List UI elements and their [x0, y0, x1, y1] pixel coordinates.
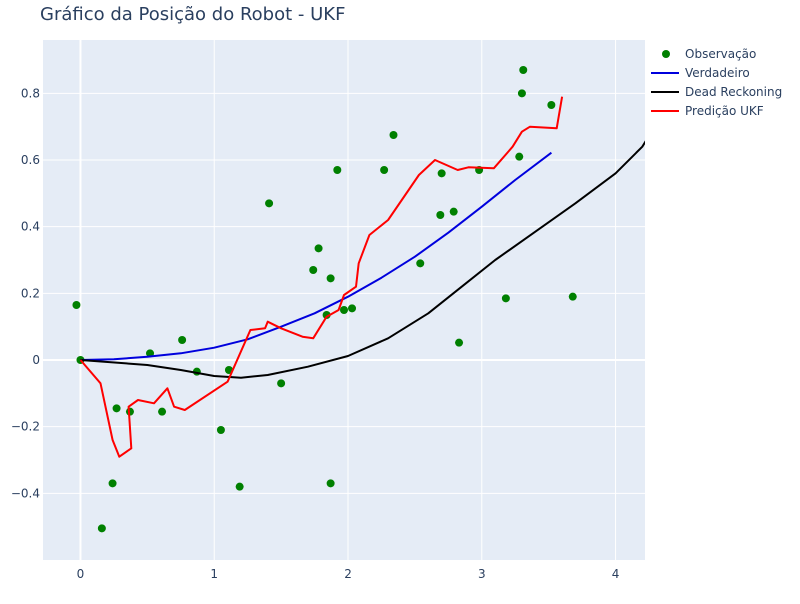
- observation-point: [416, 259, 425, 268]
- observation-point: [380, 166, 389, 174]
- x-tick-label: 0: [77, 567, 85, 581]
- observation-point: [158, 407, 167, 416]
- observation-point: [108, 479, 117, 488]
- observation-point: [517, 89, 526, 98]
- y-tick-label: −0.4: [11, 486, 40, 500]
- series-line-predi-o-ukf: [79, 96, 564, 458]
- x-tick-label: 1: [210, 567, 218, 581]
- y-tick-label: 0.8: [21, 86, 40, 100]
- observation-point: [277, 379, 286, 388]
- series-group: [72, 66, 645, 533]
- observation-point: [322, 311, 331, 319]
- observation-point: [547, 101, 556, 109]
- y-tick-label: 0.6: [21, 153, 40, 167]
- legend-label: Verdadeiro: [685, 66, 750, 80]
- legend-item-observa-o[interactable]: Observação: [662, 47, 756, 61]
- observation-point: [501, 294, 510, 303]
- observation-point: [326, 479, 335, 488]
- y-tick-label: 0.4: [21, 220, 40, 234]
- x-tick-label: 2: [344, 567, 352, 581]
- observation-point: [515, 152, 524, 161]
- y-tick-label: −0.2: [11, 420, 40, 434]
- observation-point: [437, 169, 446, 178]
- observation-point: [436, 211, 445, 219]
- plot-background: [43, 40, 645, 560]
- observation-point: [326, 274, 335, 283]
- observation-point: [178, 336, 187, 344]
- chart-title: Gráfico da Posição do Robot - UKF: [40, 4, 345, 25]
- observation-point: [568, 292, 577, 301]
- legend-label: Dead Reckoning: [685, 85, 782, 99]
- observation-point: [455, 338, 464, 347]
- observation-point: [265, 199, 274, 208]
- legend-marker: [662, 50, 670, 58]
- legend-item-dead-reckoning[interactable]: Dead Reckoning: [651, 85, 782, 99]
- legend-label: Predição UKF: [685, 104, 764, 118]
- x-tick-label: 4: [612, 567, 620, 581]
- observation-point: [216, 426, 225, 434]
- observation-point: [449, 207, 458, 216]
- series-line-verdadeiro: [80, 151, 553, 361]
- observation-point: [314, 244, 323, 253]
- observation-point: [97, 524, 106, 533]
- observation-point: [112, 404, 121, 413]
- observation-point: [235, 482, 244, 491]
- observation-point: [333, 166, 342, 174]
- legend[interactable]: Observação Verdadeiro Dead Reckoning Prediç…: [651, 47, 782, 118]
- observation-point: [348, 304, 357, 313]
- y-tick-label: 0: [32, 353, 40, 367]
- observation-point: [309, 266, 318, 274]
- y-tick-label: 0.2: [21, 286, 40, 300]
- observation-point: [72, 301, 81, 309]
- series-line-dead-reckoning: [80, 140, 645, 379]
- plot-area: 0 1 2 3 4 −0.4 −0.2 0 0.2 0.4 0.6 0.8: [11, 40, 645, 581]
- observation-point: [389, 131, 398, 139]
- legend-label: Observação: [685, 47, 756, 61]
- observation-point: [340, 306, 348, 314]
- observation-point: [519, 66, 528, 74]
- x-tick-label: 3: [478, 567, 486, 581]
- legend-item-verdadeiro[interactable]: Verdadeiro: [651, 66, 750, 80]
- legend-item-predi-o-ukf[interactable]: Predição UKF: [651, 104, 764, 118]
